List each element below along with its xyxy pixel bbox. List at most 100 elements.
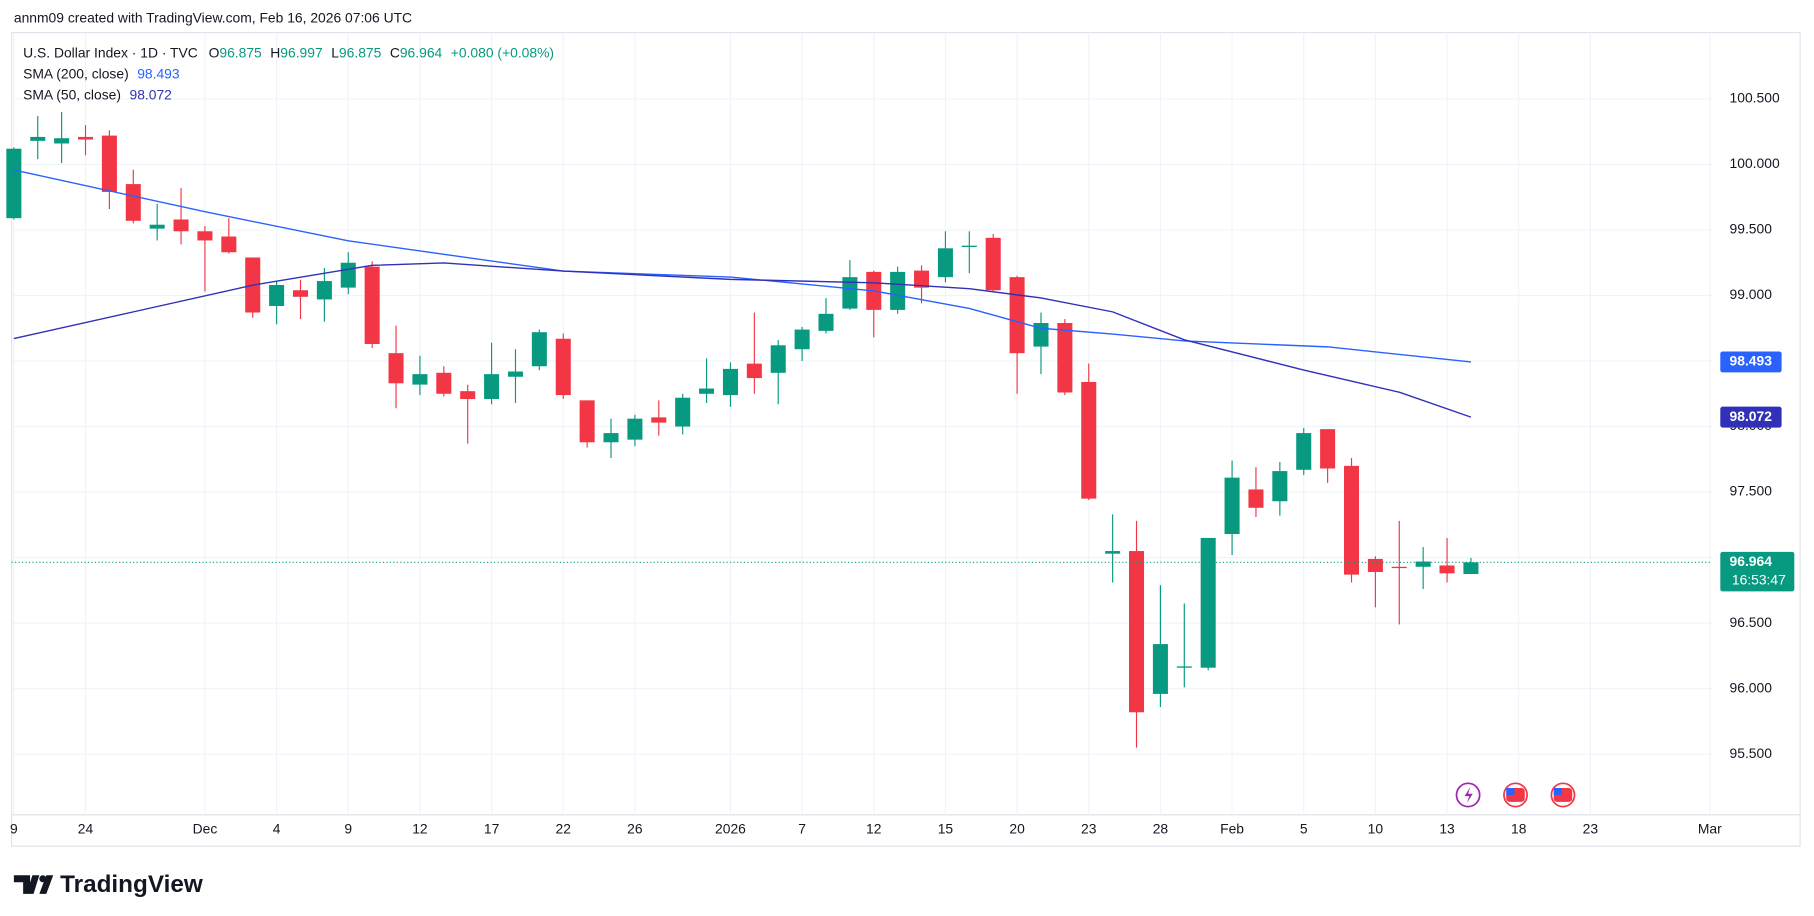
- candle-body: [675, 397, 691, 427]
- legend-letter: H: [270, 44, 280, 60]
- chart-frame: [10, 32, 1801, 847]
- x-tick-label: 10: [1368, 821, 1384, 837]
- candle-body: [507, 371, 523, 377]
- candle-body: [1200, 537, 1216, 668]
- candle-body: [842, 277, 858, 309]
- candle-body: [364, 266, 380, 344]
- candle-body: [1415, 561, 1431, 567]
- candle-body: [460, 391, 476, 400]
- legend-sma: SMA (200, close) 98.493: [23, 65, 180, 81]
- y-tick-label: 99.500: [1730, 221, 1773, 237]
- candle-body: [484, 374, 500, 400]
- attribution: annm09 created with TradingView.com, Feb…: [14, 9, 412, 25]
- x-tick-label: 28: [1153, 821, 1169, 837]
- candle-body: [1320, 429, 1336, 469]
- legend-sma-name: SMA (200, close): [23, 65, 129, 81]
- candle-body: [937, 248, 953, 278]
- x-tick-label: 9: [10, 821, 18, 837]
- candle-body: [890, 271, 906, 310]
- flag-canton: [1506, 787, 1515, 795]
- legend-change: +0.080 (+0.08%): [451, 44, 554, 60]
- x-tick-label: 20: [1009, 821, 1025, 837]
- y-tick-label: 96.500: [1730, 614, 1773, 630]
- candle-body: [149, 224, 165, 229]
- candle-body: [794, 329, 810, 350]
- x-tick-label: 7: [798, 821, 806, 837]
- candle-body: [722, 368, 738, 396]
- last-price-label: 96.964: [1730, 553, 1773, 569]
- y-tick-label: 95.500: [1730, 745, 1773, 761]
- candle-body: [340, 262, 356, 288]
- y-tick-label: 100.500: [1730, 90, 1780, 106]
- candle-body: [1176, 666, 1192, 668]
- candle-body: [1152, 644, 1168, 694]
- y-tick-label: 97.500: [1730, 483, 1773, 499]
- x-tick-label: 18: [1511, 821, 1527, 837]
- candle-body: [1343, 465, 1360, 575]
- candle-body: [746, 363, 762, 379]
- candle-body: [1391, 566, 1407, 569]
- price-tag: [1720, 351, 1782, 373]
- candle-body: [1129, 551, 1145, 713]
- sma-line: [13, 262, 1472, 418]
- x-tick-label: 15: [938, 821, 954, 837]
- candle-body: [699, 388, 715, 394]
- candle-body: [603, 433, 619, 443]
- event-icons[interactable]: [1455, 782, 1576, 808]
- x-tick-label: Dec: [193, 821, 218, 837]
- candle-body: [197, 231, 213, 241]
- candle-body: [1057, 323, 1073, 393]
- candle-body: [770, 345, 786, 373]
- last-price-tag: [1720, 551, 1795, 592]
- x-tick-label: 17: [484, 821, 500, 837]
- x-tick-label: Mar: [1698, 821, 1722, 837]
- candle-body: [30, 136, 46, 141]
- price-tag: [1720, 406, 1782, 428]
- legend-sma-value: 98.493: [137, 65, 180, 81]
- x-tick-label: 12: [866, 821, 882, 837]
- legend-letter: L: [331, 44, 339, 60]
- x-tick-label: 9: [344, 821, 352, 837]
- candle-body: [1296, 433, 1312, 470]
- x-tick-label: 2026: [715, 821, 746, 837]
- logo-mark: [13, 875, 40, 894]
- event-icon-bolt: [1464, 786, 1473, 804]
- countdown: 16:53:47: [1732, 572, 1786, 588]
- x-tick-label: 24: [78, 821, 94, 837]
- legend-sma: SMA (50, close) 98.072: [23, 86, 172, 102]
- candle-body: [961, 245, 977, 247]
- axes: 95.50096.00096.50097.00097.50098.00098.5…: [10, 90, 1795, 837]
- candle-body: [651, 417, 667, 423]
- candle-body: [818, 313, 834, 331]
- candle-body: [173, 219, 189, 232]
- candle-body: [1224, 477, 1240, 535]
- candle-body: [1081, 381, 1097, 499]
- y-tick-label: 96.000: [1730, 679, 1773, 695]
- candle-body: [1105, 551, 1121, 554]
- x-tick-label: 22: [556, 821, 572, 837]
- candle-body: [412, 374, 428, 385]
- candle-body: [436, 372, 452, 394]
- candle-body: [221, 236, 237, 253]
- candle-body: [1009, 277, 1025, 354]
- candle-body: [1463, 562, 1479, 574]
- candle-body: [125, 184, 141, 221]
- y-tick-label: 99.000: [1730, 286, 1773, 302]
- candle-body: [77, 136, 94, 140]
- logo-mark: [39, 875, 54, 894]
- x-tick-label: 13: [1439, 821, 1455, 837]
- candle-body: [269, 285, 285, 306]
- candle-body: [531, 332, 547, 367]
- sma-line: [13, 169, 1472, 363]
- candle-body: [54, 138, 70, 144]
- brand-logo[interactable]: TradingView: [13, 871, 203, 898]
- price-tag-label: 98.072: [1730, 408, 1773, 424]
- x-tick-label: 5: [1300, 821, 1308, 837]
- candle-body: [1439, 565, 1455, 574]
- candle-body: [388, 353, 404, 384]
- candle-body: [1248, 489, 1264, 508]
- x-tick-label: 23: [1081, 821, 1097, 837]
- y-tick-label: 100.000: [1730, 155, 1780, 171]
